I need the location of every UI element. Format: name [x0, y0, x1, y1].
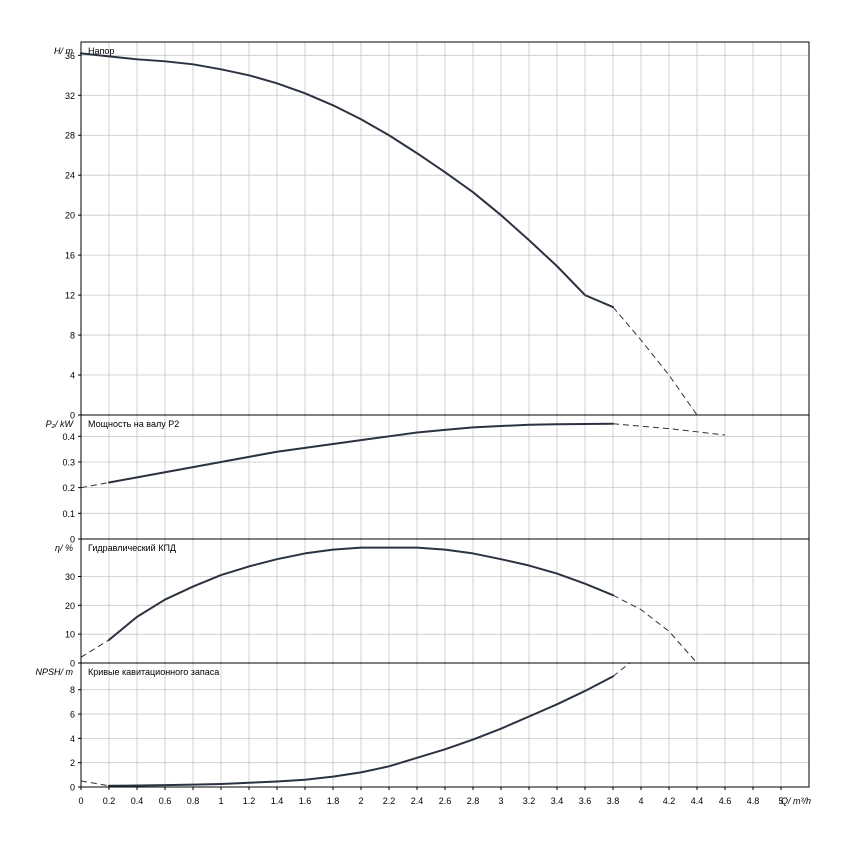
x-tick-label: 0.6 — [159, 796, 172, 806]
efficiency-y-tick-label: 10 — [65, 630, 75, 640]
x-tick-label: 1.6 — [299, 796, 312, 806]
head-y-tick-label: 8 — [70, 331, 75, 341]
x-tick-label: 3 — [498, 796, 503, 806]
head-y-tick-label: 36 — [65, 51, 75, 61]
x-tick-label: 3.6 — [579, 796, 592, 806]
x-tick-label: 4.2 — [663, 796, 676, 806]
efficiency-y-axis-label: η/ % — [55, 543, 73, 553]
head-y-tick-label: 28 — [65, 131, 75, 141]
x-tick-label: 1.4 — [271, 796, 284, 806]
head-y-tick-label: 12 — [65, 291, 75, 301]
efficiency-y-tick-label: 0 — [70, 659, 75, 669]
npsh-panel-title: Кривые кавитационного запаса — [88, 667, 219, 677]
efficiency-panel-title: Гидравлический КПД — [88, 543, 176, 553]
head-y-tick-label: 0 — [70, 411, 75, 421]
x-tick-label: 1 — [218, 796, 223, 806]
power-y-tick-label: 0.1 — [62, 509, 75, 519]
npsh-solid-curve — [108, 675, 614, 787]
x-tick-label: 2.8 — [467, 796, 480, 806]
npsh-dashed-end-curve — [612, 662, 631, 677]
curve-layer — [80, 52, 726, 787]
power-y-tick-label: 0.2 — [62, 483, 75, 493]
efficiency-dashed-start-curve — [80, 639, 110, 658]
x-tick-label: 2 — [358, 796, 363, 806]
grid-layer — [81, 42, 809, 787]
x-tick-label: 3.4 — [551, 796, 564, 806]
x-tick-label: 4.8 — [747, 796, 760, 806]
npsh-dashed-start-curve — [80, 780, 110, 787]
x-tick-label: 2.6 — [439, 796, 452, 806]
x-tick-label: 0.2 — [103, 796, 116, 806]
x-tick-label: 1.8 — [327, 796, 340, 806]
power-y-axis-label: P₂/ kW — [46, 419, 75, 429]
npsh-y-tick-label: 4 — [70, 734, 75, 744]
npsh-y-tick-label: 0 — [70, 783, 75, 793]
x-tick-label: 3.8 — [607, 796, 620, 806]
x-tick-label: 0.8 — [187, 796, 200, 806]
x-tick-label: 0.4 — [131, 796, 144, 806]
x-tick-label: 1.2 — [243, 796, 256, 806]
x-tick-label: 4.4 — [691, 796, 704, 806]
x-tick-label: 4 — [638, 796, 643, 806]
x-tick-label: 2.2 — [383, 796, 396, 806]
x-tick-label: 3.2 — [523, 796, 536, 806]
power-dashed-end-curve — [612, 423, 726, 436]
x-tick-label: 2.4 — [411, 796, 424, 806]
efficiency-dashed-end-curve — [612, 594, 698, 664]
head-y-tick-label: 24 — [65, 171, 75, 181]
x-tick-label: 0 — [78, 796, 83, 806]
power-dashed-start-curve — [80, 482, 110, 489]
head-dashed-end-curve — [612, 306, 698, 416]
efficiency-y-tick-label: 30 — [65, 572, 75, 582]
x-tick-label: 4.6 — [719, 796, 732, 806]
x-axis-label: Q/ m³/h — [781, 796, 811, 806]
efficiency-y-tick-label: 20 — [65, 601, 75, 611]
head-y-axis-label: H/ m — [54, 46, 74, 56]
head-solid-curve — [80, 52, 614, 309]
power-y-tick-label: 0.3 — [62, 457, 75, 467]
head-y-tick-label: 16 — [65, 251, 75, 261]
npsh-y-axis-label: NPSH/ m — [35, 667, 73, 677]
head-y-tick-label: 4 — [70, 371, 75, 381]
power-y-tick-label: 0 — [70, 535, 75, 545]
npsh-y-tick-label: 6 — [70, 710, 75, 720]
head-panel-title: Напор — [88, 46, 114, 56]
head-y-tick-label: 20 — [65, 211, 75, 221]
efficiency-solid-curve — [108, 546, 614, 641]
power-panel-title: Мощность на валу P2 — [88, 419, 179, 429]
power-y-tick-label: 0.4 — [62, 432, 75, 442]
power-solid-curve — [108, 422, 614, 484]
npsh-y-tick-label: 2 — [70, 758, 75, 768]
frame-layer — [78, 41, 810, 790]
npsh-y-tick-label: 8 — [70, 685, 75, 695]
x-tick-label: 5 — [778, 796, 783, 806]
head-y-tick-label: 32 — [65, 91, 75, 101]
